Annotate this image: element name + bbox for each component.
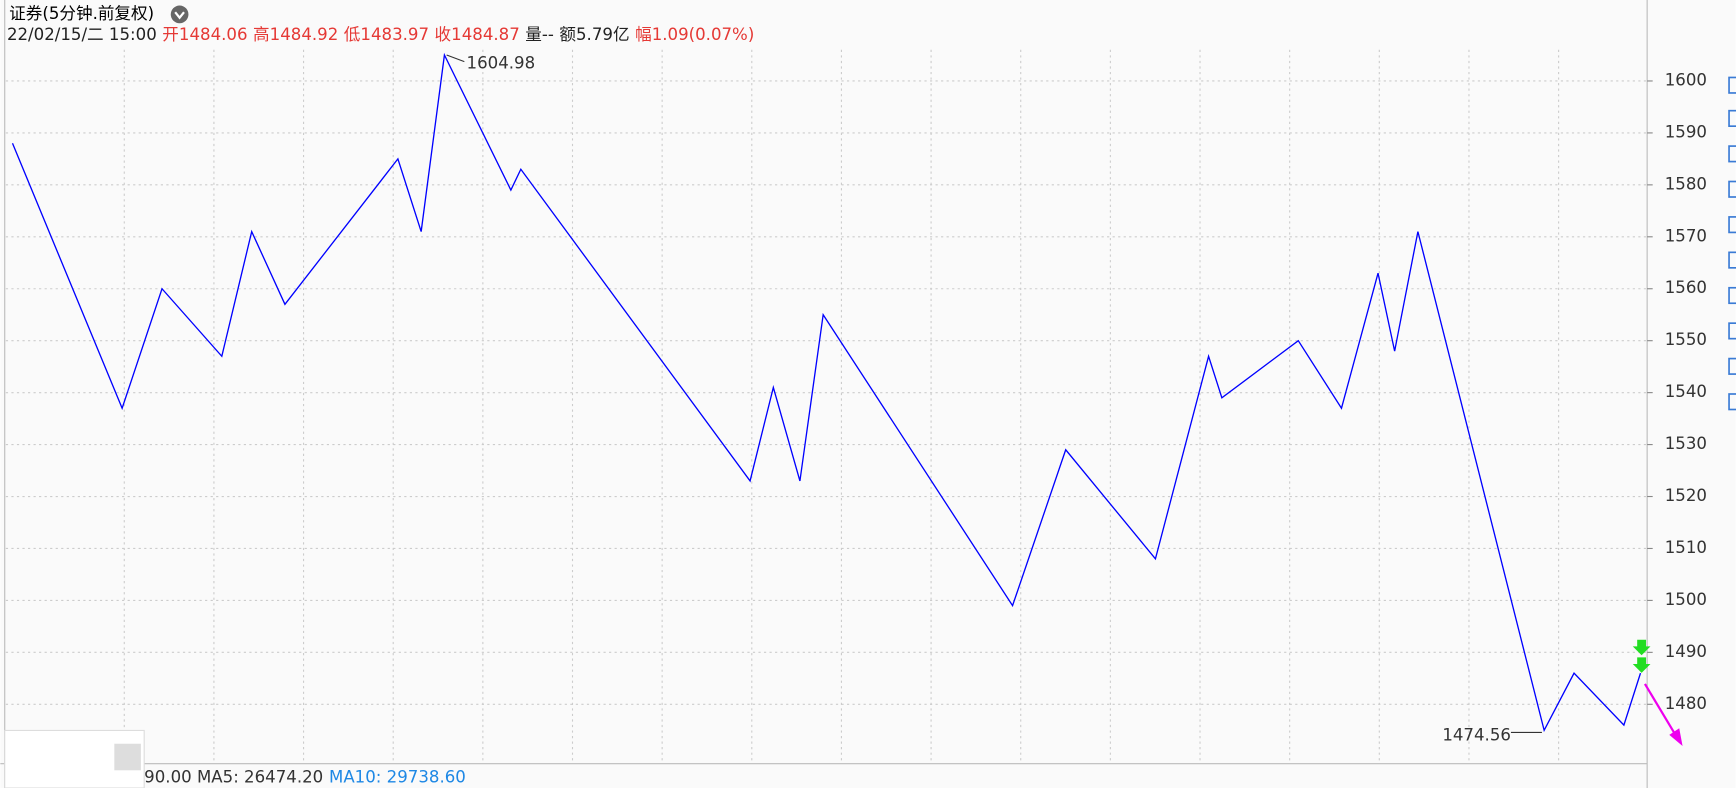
tool-button[interactable]: [1728, 145, 1736, 163]
signal-arrows: [1632, 639, 1651, 673]
y-tick-label: 1480: [1665, 694, 1707, 713]
tool-button[interactable]: [1728, 76, 1736, 94]
info-field: 额5.79亿: [559, 25, 629, 44]
info-field: 开1484.06: [162, 25, 247, 44]
dropdown-icon: [174, 11, 185, 20]
y-tick-label: 1500: [1665, 590, 1707, 609]
dropdown-button[interactable]: [170, 5, 189, 24]
y-tick-label: 1590: [1665, 122, 1707, 141]
tool-button[interactable]: [1728, 322, 1736, 340]
info-field: 幅1.09(0.07%): [635, 25, 754, 44]
tool-button[interactable]: [1728, 109, 1736, 127]
info-field: 高1484.92: [253, 25, 338, 44]
y-tick-label: 1580: [1665, 174, 1707, 193]
info-field: 收1484.87: [435, 25, 520, 44]
toolbar: [1728, 76, 1736, 411]
info-field: 量--: [525, 25, 554, 44]
trend-arrowhead: [1669, 728, 1683, 746]
zigzag-line: [11, 52, 1642, 733]
y-tick-label: 1490: [1665, 642, 1707, 661]
chart-title: 证券(5分钟.前复权): [9, 4, 154, 23]
close-button[interactable]: [114, 743, 141, 771]
info-line: 22/02/15/二 15:00 开1484.06 高1484.92 低1483.97…: [7, 25, 754, 44]
tool-button[interactable]: [1728, 180, 1736, 198]
plot: 1480 1490 1500 1510 1520 1530 1540 1550 1560 1570…: [5, 49, 1707, 762]
y-tick-label: 1520: [1665, 486, 1707, 505]
y-tick-label: 1560: [1665, 278, 1707, 297]
info-field: 22/02/15/二 15:00: [7, 25, 157, 44]
trend-arrow: [1643, 683, 1680, 740]
y-tick-label: 1570: [1665, 226, 1707, 245]
y-tick-label: 1510: [1665, 538, 1707, 557]
footer-ma5: 90.00 MA5: 26474.20: [144, 768, 323, 787]
y-tick-label: 1550: [1665, 330, 1707, 349]
tool-button[interactable]: [1728, 393, 1736, 411]
high-pointer: [446, 54, 465, 63]
tool-button[interactable]: [1728, 216, 1736, 234]
y-tick-label: 1600: [1665, 70, 1707, 89]
tool-button[interactable]: [1728, 357, 1736, 375]
tool-button[interactable]: [1728, 251, 1736, 269]
info-field: 低1483.97: [344, 25, 429, 44]
high-annotation: 1604.98: [467, 53, 536, 72]
tool-button[interactable]: [1728, 286, 1736, 305]
footer-ma10: MA10: 29738.60: [329, 768, 466, 787]
low-annotation: 1474.56: [1442, 725, 1511, 744]
y-tick-label: 1530: [1665, 434, 1707, 453]
y-tick-label: 1540: [1665, 382, 1707, 401]
